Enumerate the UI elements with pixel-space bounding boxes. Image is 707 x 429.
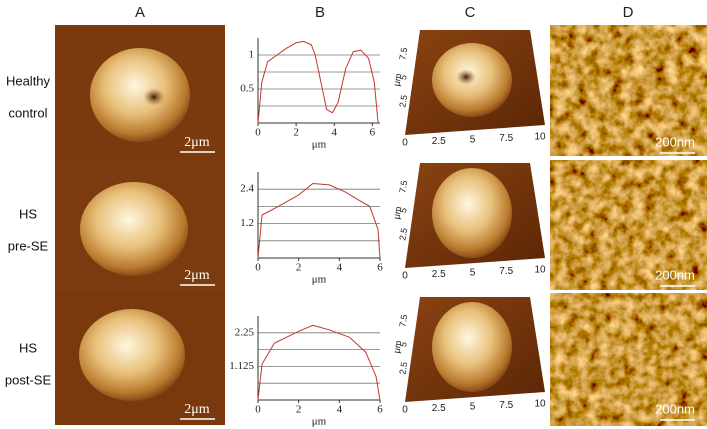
c-x-tick-label: 10	[534, 132, 546, 143]
panels	[55, 25, 707, 426]
c-x-tick-label: 2.5	[432, 269, 446, 280]
column-header: A	[135, 4, 145, 21]
cell-3d	[432, 302, 512, 392]
y-tick-label: 0.5	[240, 83, 254, 95]
y-tick-label: 1.2	[240, 217, 254, 229]
x-tick-label: 6	[377, 262, 383, 274]
c-y-tick-label: 5	[398, 74, 409, 81]
cell	[79, 309, 185, 401]
c-x-tick-label: 7.5	[499, 133, 513, 144]
c-x-tick-label: 5	[470, 402, 476, 413]
c-y-tick-label: 5	[398, 341, 409, 348]
c-y-tick-label: 2.5	[397, 227, 409, 241]
row-label: control	[8, 105, 47, 120]
c-y-unit: μm	[391, 340, 403, 354]
c-x-tick-label: 5	[470, 135, 476, 146]
x-tick-label: 4	[332, 127, 338, 139]
profile-line	[257, 324, 381, 401]
cell	[90, 48, 190, 142]
x-tick-label: 2	[296, 404, 302, 416]
x-tick-label: 4	[337, 404, 343, 416]
scale-label: 2μm	[184, 135, 210, 150]
c-x-tick-label: 2.5	[432, 136, 446, 147]
c-y-tick-label: 7.5	[397, 180, 409, 194]
x-tick-label: 2	[296, 262, 302, 274]
profile-line	[257, 182, 381, 259]
x-tick-label: 6	[377, 404, 383, 416]
c-x-tick-label: 5	[470, 268, 476, 279]
y-tick-label: 2.25	[235, 326, 255, 338]
cell-3d	[432, 168, 512, 258]
x-tick-label: 0	[255, 404, 261, 416]
x-tick-label: 0	[255, 262, 261, 274]
row-label: Healthy	[6, 73, 51, 88]
c-y-tick-label: 5	[398, 207, 409, 214]
x-axis-label: μm	[312, 139, 327, 151]
c-y-unit: μm	[391, 73, 403, 87]
c-x-tick-label: 0	[402, 405, 408, 416]
column-header: C	[465, 4, 476, 21]
c-y-tick-label: 7.5	[397, 314, 409, 328]
cell	[80, 182, 188, 276]
c-y-tick-label: 2.5	[397, 94, 409, 108]
afm-texture	[550, 25, 707, 156]
c-x-tick-label: 7.5	[499, 400, 513, 411]
cell-center	[456, 69, 476, 85]
c-x-tick-label: 10	[534, 399, 546, 410]
c-y-tick-label: 7.5	[397, 47, 409, 61]
scale-label: 200nm	[655, 401, 695, 416]
scale-label: 2μm	[184, 268, 210, 283]
afm-texture	[550, 293, 707, 426]
row-label: pre-SE	[8, 238, 49, 253]
x-tick-label: 2	[293, 127, 299, 139]
c-x-tick-label: 7.5	[499, 266, 513, 277]
y-tick-label: 1	[249, 49, 255, 61]
scale-label: 200nm	[655, 267, 695, 282]
row-label: post-SE	[5, 372, 52, 387]
column-header: D	[623, 4, 634, 21]
row-label: HS	[19, 206, 37, 221]
x-tick-label: 0	[255, 127, 261, 139]
c-x-tick-label: 10	[534, 265, 546, 276]
c-y-tick-label: 2.5	[397, 361, 409, 375]
row-label: HS	[19, 340, 37, 355]
c-x-tick-label: 0	[402, 138, 408, 149]
column-header: B	[315, 4, 325, 21]
x-tick-label: 6	[370, 127, 376, 139]
scale-label: 200nm	[655, 134, 695, 149]
y-tick-label: 2.4	[240, 183, 254, 195]
x-axis-label: μm	[312, 416, 327, 428]
x-tick-label: 4	[337, 262, 343, 274]
cell-center	[143, 88, 165, 106]
c-x-tick-label: 2.5	[432, 403, 446, 414]
c-x-tick-label: 0	[402, 271, 408, 282]
scale-label: 2μm	[184, 402, 210, 417]
y-tick-label: 1.125	[229, 360, 254, 372]
c-y-unit: μm	[391, 206, 403, 220]
x-axis-label: μm	[312, 274, 327, 286]
profile-line	[257, 40, 379, 124]
afm-texture	[550, 160, 707, 290]
